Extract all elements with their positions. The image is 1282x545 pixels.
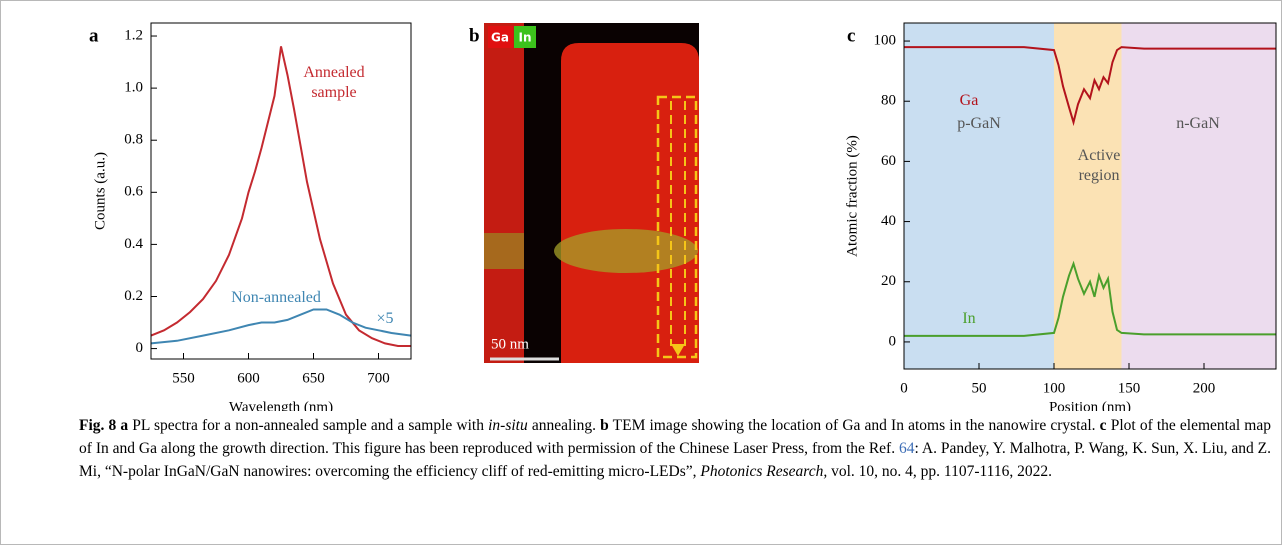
caption-link[interactable]: 64 xyxy=(899,440,915,457)
y-axis-label: Counts (a.u.) xyxy=(92,152,108,230)
y-tick-label: 1.2 xyxy=(124,27,143,43)
nanowire-center xyxy=(561,43,699,363)
x-tick-label: 650 xyxy=(302,370,325,386)
panel-label: c xyxy=(847,25,855,46)
legend-ga: Ga xyxy=(491,31,509,45)
region-label: n-GaN xyxy=(1176,115,1220,132)
caption-plain: PL spectra for a non-annealed sample and… xyxy=(128,417,489,434)
x-tick-label: 200 xyxy=(1193,380,1216,396)
legend-in-box xyxy=(514,26,536,48)
caption-bold: b xyxy=(600,417,609,434)
y-tick-label: 0.2 xyxy=(124,288,143,304)
axes-frame xyxy=(150,22,412,360)
series-line xyxy=(904,260,1276,337)
region-label: Active region xyxy=(1077,147,1121,184)
x-tick-label: 700 xyxy=(367,370,390,386)
y-tick-label: 0 xyxy=(889,333,897,349)
caption-plain: annealing. xyxy=(527,417,601,434)
region xyxy=(904,23,1054,369)
axes-frame xyxy=(903,22,1277,370)
y-tick-label: 0.8 xyxy=(124,132,143,148)
x-axis-label: Position (nm) xyxy=(1049,399,1131,411)
annotation: ×5 xyxy=(376,310,394,327)
caption-italic: Photonics Research, xyxy=(700,463,828,480)
y-tick-label: 100 xyxy=(874,32,897,48)
y-tick-label: 20 xyxy=(881,273,896,289)
y-tick-label: 0 xyxy=(136,340,144,356)
region xyxy=(1054,23,1122,369)
y-tick-label: 1.0 xyxy=(124,80,143,96)
y-tick-label: 0.6 xyxy=(124,184,143,200)
legend-ga-box xyxy=(488,26,513,48)
series-label: Ga xyxy=(959,92,979,109)
x-tick-label: 0 xyxy=(900,380,908,396)
series-line xyxy=(150,46,411,347)
x-axis-label: Wavelength (nm) xyxy=(229,399,333,411)
ingan-region xyxy=(554,229,698,273)
series-label: Annealed sample xyxy=(303,64,365,101)
caption-plain: vol. 10, no. 4, pp. 1107-1116, 2022. xyxy=(827,463,1052,480)
caption-plain: Plot of the elemental map of In and Ga a… xyxy=(79,417,1271,457)
caption-italic: in-situ xyxy=(488,417,528,434)
scan-box xyxy=(656,95,698,359)
y-axis-label: Atomic fraction (%) xyxy=(844,135,860,257)
x-tick-label: 600 xyxy=(237,370,260,386)
region xyxy=(1121,23,1276,369)
scale-bar-label: 50 nm xyxy=(491,336,529,352)
panel-label: a xyxy=(89,25,99,46)
series-line xyxy=(904,46,1276,127)
nanowire-left xyxy=(484,23,524,363)
panel-label: b xyxy=(469,25,480,46)
series-label: In xyxy=(962,310,976,327)
caption-bold: c xyxy=(1099,417,1107,434)
series-label: Non-annealed xyxy=(231,289,321,306)
caption-plain: TEM image showing the location of Ga and… xyxy=(608,417,1100,434)
caption: Fig. 8 a PL spectra for a non-annealed s… xyxy=(79,414,1271,483)
series-line xyxy=(150,308,412,345)
legend-in: In xyxy=(518,31,531,45)
y-tick-label: 0.4 xyxy=(124,236,143,252)
x-tick-label: 50 xyxy=(972,380,987,396)
region-label: p-GaN xyxy=(957,115,1001,132)
ingan-region-left xyxy=(484,233,524,269)
x-tick-label: 150 xyxy=(1118,380,1141,396)
y-tick-label: 40 xyxy=(881,213,896,229)
arrow-head xyxy=(671,344,685,356)
x-tick-label: 550 xyxy=(172,370,195,386)
y-tick-label: 60 xyxy=(881,153,896,169)
tem-image: Ga In 50 nm xyxy=(484,23,699,363)
y-tick-label: 80 xyxy=(881,93,896,109)
x-tick-label: 100 xyxy=(1043,380,1066,396)
caption-plain: : A. Pandey, Y. Malhotra, P. Wang, K. Su… xyxy=(79,440,1271,480)
caption-bold: Fig. 8 a xyxy=(79,417,129,434)
